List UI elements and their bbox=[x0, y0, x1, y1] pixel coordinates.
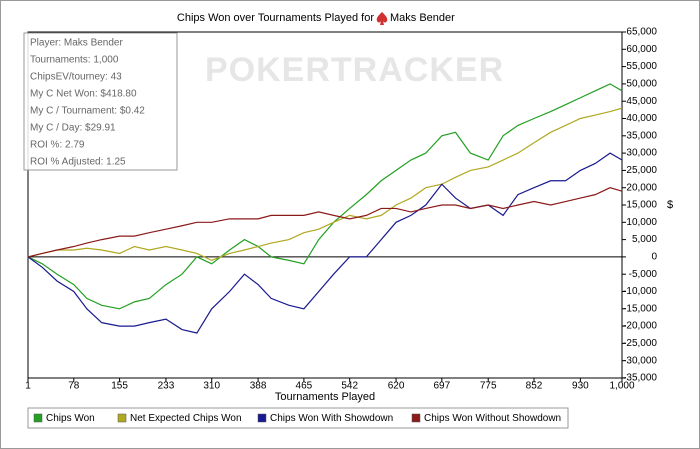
legend-swatch bbox=[411, 413, 421, 423]
info-box bbox=[23, 32, 178, 171]
y-tick-label: -30,000 bbox=[623, 355, 657, 366]
y-tick-label: 20,000 bbox=[626, 182, 657, 193]
legend-swatch bbox=[257, 413, 267, 423]
y-tick-label: 60,000 bbox=[626, 44, 657, 55]
y-tick-label: 40,000 bbox=[626, 113, 657, 124]
x-tick-label: 465 bbox=[296, 381, 313, 392]
legend-label: Chips Won bbox=[46, 413, 95, 424]
y-tick-label: -20,000 bbox=[623, 321, 657, 332]
y-tick-label: 0 bbox=[651, 252, 657, 263]
y-tick-label: 50,000 bbox=[626, 79, 657, 90]
info-line: Player: Maks Bender bbox=[30, 38, 123, 49]
x-tick-label: 388 bbox=[250, 381, 267, 392]
x-tick-label: 930 bbox=[572, 381, 589, 392]
y-tick-label: -15,000 bbox=[623, 303, 657, 314]
chart-title: Chips Won over Tournaments Played for bbox=[177, 12, 374, 24]
y-tick-label: 5,000 bbox=[632, 234, 657, 245]
x-axis-title: Tournaments Played bbox=[275, 391, 375, 403]
y-axis-title: $ bbox=[667, 199, 673, 211]
y-tick-label: -5,000 bbox=[629, 269, 658, 280]
y-tick-label: 65,000 bbox=[626, 27, 657, 38]
x-tick-label: 155 bbox=[111, 381, 128, 392]
x-tick-label: 697 bbox=[433, 381, 450, 392]
legend-swatch bbox=[33, 413, 43, 423]
info-line: My C / Tournament: $0.42 bbox=[30, 106, 145, 117]
x-tick-label: 233 bbox=[158, 381, 175, 392]
y-tick-label: 30,000 bbox=[626, 148, 657, 159]
legend-label: Chips Won Without Showdown bbox=[424, 413, 561, 424]
x-tick-label: 1,000 bbox=[609, 381, 634, 392]
legend bbox=[27, 407, 569, 429]
legend-swatch bbox=[117, 413, 127, 423]
spade-icon bbox=[376, 12, 388, 25]
info-line: My C / Day: $29.91 bbox=[30, 123, 116, 134]
legend-label: Chips Won With Showdown bbox=[270, 413, 393, 424]
info-line: My C Net Won: $418.80 bbox=[30, 89, 137, 100]
y-tick-label: 15,000 bbox=[626, 200, 657, 211]
watermark: POKERTRACKER bbox=[205, 51, 504, 89]
y-tick-label: 25,000 bbox=[626, 165, 657, 176]
x-tick-label: 852 bbox=[526, 381, 543, 392]
x-tick-label: 310 bbox=[203, 381, 220, 392]
info-line: ChipsEV/tourney: 43 bbox=[30, 72, 122, 83]
series-line bbox=[27, 152, 623, 334]
y-tick-label: 45,000 bbox=[626, 96, 657, 107]
player-name: Maks Bender bbox=[390, 12, 455, 24]
y-tick-label: -25,000 bbox=[623, 338, 657, 349]
x-tick-label: 620 bbox=[388, 381, 405, 392]
series-line bbox=[27, 107, 623, 262]
y-tick-label: 35,000 bbox=[626, 130, 657, 141]
y-tick-label: 55,000 bbox=[626, 61, 657, 72]
x-tick-label: 1 bbox=[25, 381, 31, 392]
info-line: ROI %: 2.79 bbox=[30, 140, 85, 151]
x-tick-label: 78 bbox=[68, 381, 80, 392]
info-line: ROI % Adjusted: 1.25 bbox=[30, 157, 126, 168]
series-line bbox=[27, 83, 623, 310]
legend-label: Net Expected Chips Won bbox=[130, 413, 242, 424]
y-tick-label: -35,000 bbox=[623, 373, 657, 384]
y-tick-label: 10,000 bbox=[626, 217, 657, 228]
series-line bbox=[27, 187, 623, 258]
y-tick-label: -10,000 bbox=[623, 286, 657, 297]
info-line: Tournaments: 1,000 bbox=[30, 55, 119, 66]
x-tick-label: 775 bbox=[480, 381, 497, 392]
x-tick-label: 542 bbox=[341, 381, 358, 392]
